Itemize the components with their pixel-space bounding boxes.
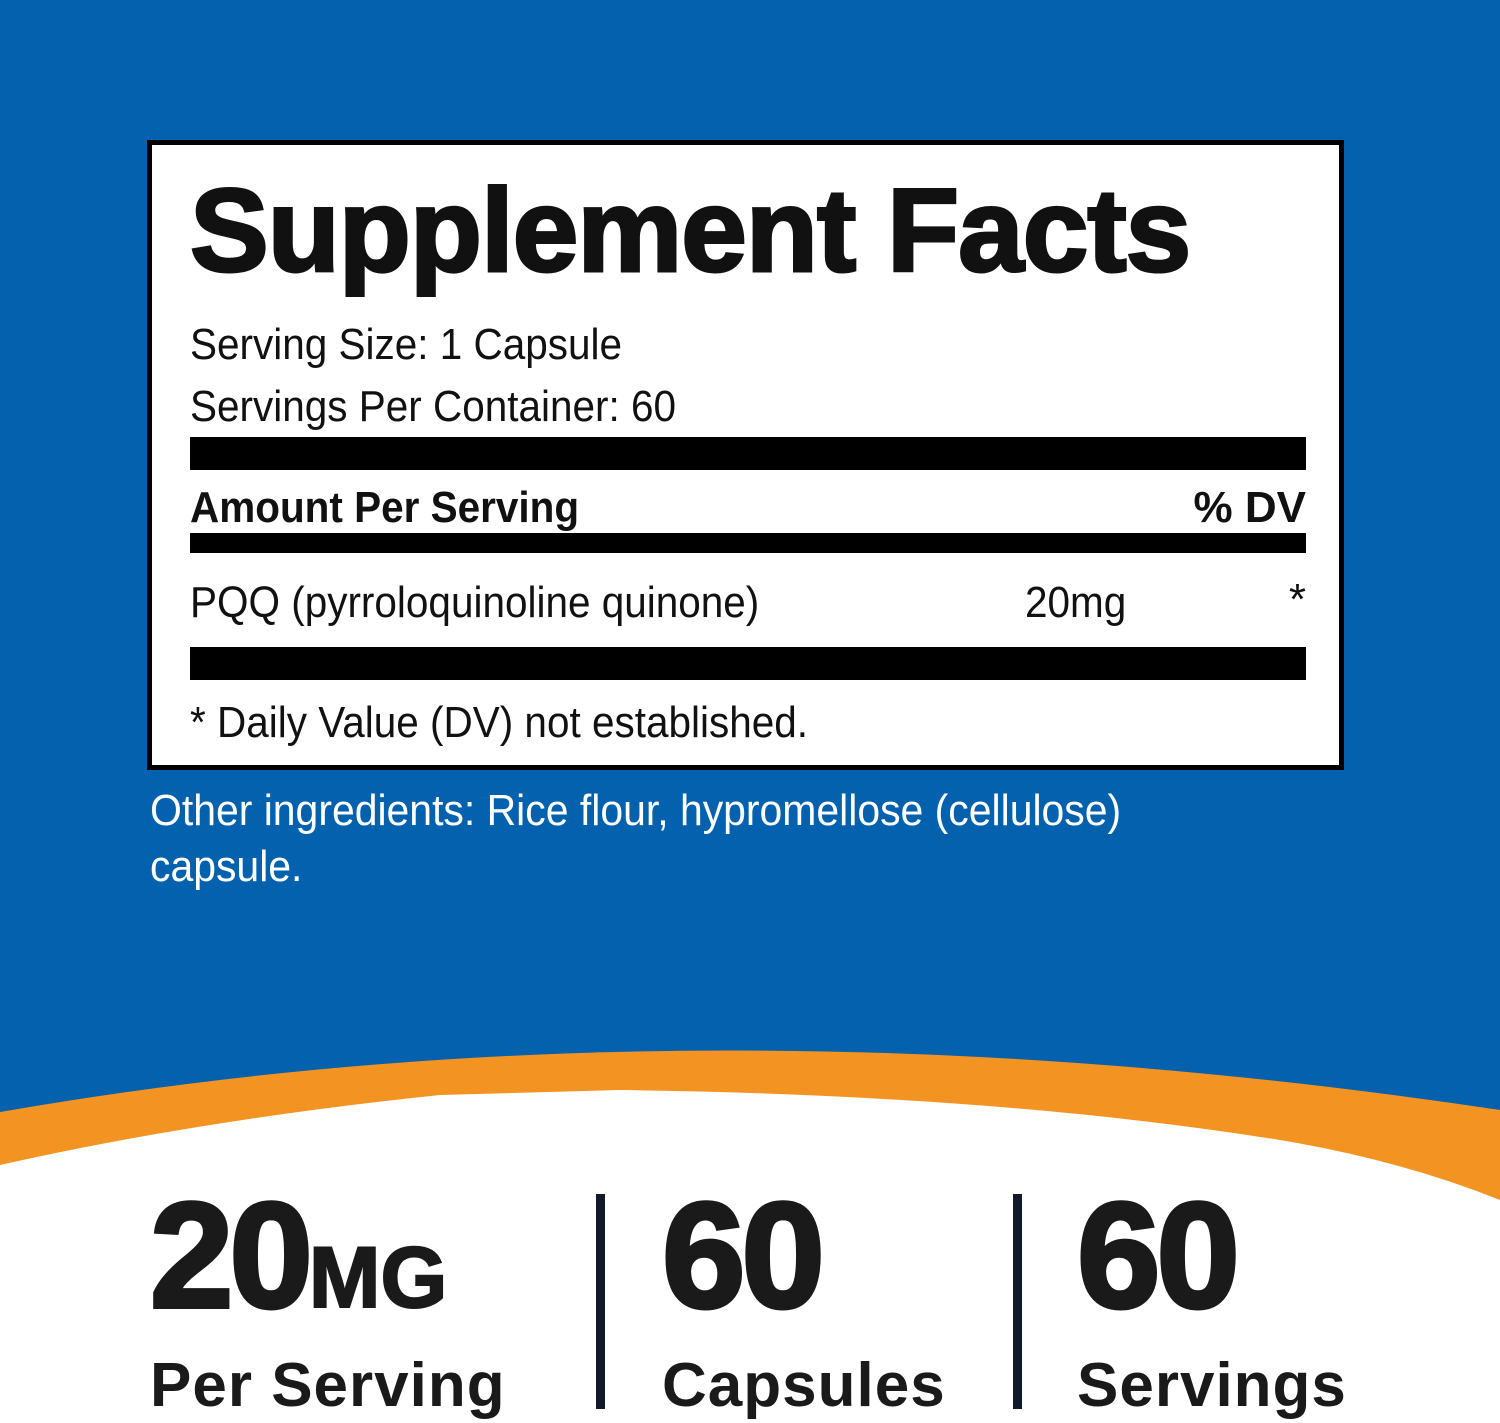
amount-per-serving-header: Amount Per Serving	[190, 483, 580, 532]
other-ingredients-line: Other ingredients: Rice flour, hypromell…	[150, 786, 1122, 835]
ingredient-name: PQQ (pyrroloquinoline quinone)	[190, 578, 760, 627]
stat-value: 60	[1075, 1171, 1242, 1339]
stat-label: Per Serving	[150, 1351, 506, 1420]
stat-value: 60	[660, 1171, 827, 1339]
stat-divider	[1013, 1194, 1022, 1409]
thick-divider	[190, 647, 1306, 680]
servings-per-container: Servings Per Container: 60	[190, 382, 677, 431]
medium-divider	[190, 533, 1306, 553]
thick-divider	[190, 437, 1306, 470]
facts-title: Supplement Facts	[188, 164, 1192, 299]
stat-label: Capsules	[662, 1351, 946, 1420]
stat-per-serving: 20MG Per Serving	[148, 1178, 505, 1420]
serving-size: Serving Size: 1 Capsule	[190, 320, 623, 369]
ingredient-amount: 20mg	[1025, 578, 1127, 627]
other-ingredients: Other ingredients: Rice flour, hypromell…	[150, 783, 1266, 895]
supplement-facts-panel: Supplement Facts Serving Size: 1 Capsule…	[147, 140, 1344, 770]
stat-value: 20	[148, 1171, 315, 1339]
stat-unit: MG	[308, 1229, 449, 1327]
other-ingredients-line: capsule.	[150, 842, 303, 891]
stat-divider	[596, 1194, 605, 1409]
white-base	[0, 1090, 1500, 1423]
stat-capsules: 60 Capsules	[660, 1178, 945, 1420]
ingredient-dv: *	[1288, 575, 1306, 624]
stat-label: Servings	[1077, 1351, 1347, 1420]
stat-servings: 60 Servings	[1075, 1178, 1346, 1420]
dv-header: % DV	[1193, 483, 1306, 532]
footnote: * Daily Value (DV) not established.	[190, 698, 808, 747]
